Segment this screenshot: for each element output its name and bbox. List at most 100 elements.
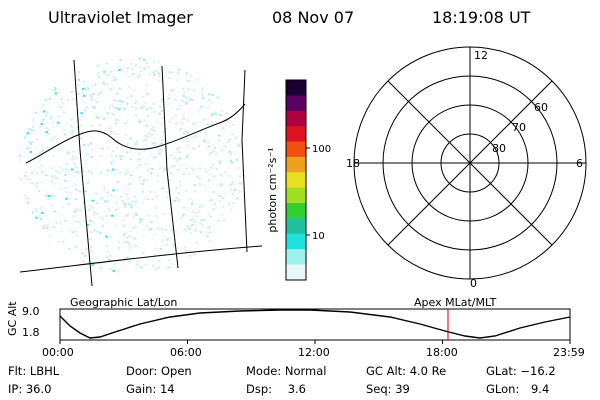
emission-pixel — [145, 108, 149, 111]
emission-pixel — [151, 168, 154, 170]
colorbar-segment — [286, 172, 306, 189]
emission-pixel — [229, 188, 232, 191]
emission-pixel — [193, 190, 197, 193]
emission-pixel — [62, 111, 66, 114]
emission-pixel — [105, 62, 109, 65]
emission-pixel — [160, 109, 163, 112]
emission-pixel — [210, 121, 214, 124]
emission-pixel — [93, 98, 97, 101]
emission-pixel — [145, 124, 148, 127]
emission-pixel — [138, 176, 142, 178]
emission-pixel — [83, 109, 87, 112]
emission-pixel — [37, 166, 41, 169]
emission-pixel — [60, 98, 63, 101]
emission-pixel — [144, 162, 147, 165]
emission-pixel — [138, 119, 142, 122]
emission-pixel — [93, 211, 96, 213]
emission-pixel — [123, 241, 126, 244]
status-seq: Seq: 39 — [366, 382, 410, 396]
emission-pixel — [126, 151, 129, 154]
emission-pixel — [55, 177, 58, 180]
emission-pixel — [93, 83, 97, 86]
emission-pixel — [117, 241, 121, 244]
emission-pixel — [39, 152, 43, 155]
emission-pixel — [123, 205, 126, 208]
emission-pixel — [215, 112, 218, 115]
altitude-time-ticks — [59, 340, 571, 344]
emission-pixel — [72, 150, 75, 153]
emission-pixel — [124, 70, 127, 73]
emission-pixel — [122, 224, 125, 227]
status-mode: Mode: Normal — [246, 364, 327, 378]
emission-pixel — [185, 101, 188, 104]
emission-pixel — [208, 154, 211, 157]
emission-pixel — [183, 91, 186, 94]
emission-pixel — [154, 268, 157, 271]
emission-pixel — [153, 233, 156, 236]
emission-pixel — [126, 143, 129, 146]
emission-pixel — [32, 125, 35, 128]
emission-pixel — [80, 124, 83, 127]
emission-pixel — [119, 158, 123, 161]
emission-pixel — [106, 112, 109, 115]
emission-pixel — [130, 206, 133, 209]
emission-pixel — [125, 193, 129, 196]
emission-pixel — [142, 105, 145, 108]
emission-pixel — [156, 150, 160, 152]
emission-pixel — [65, 197, 68, 200]
emission-pixel — [107, 207, 110, 210]
emission-pixel — [71, 158, 74, 161]
emission-pixel — [111, 168, 115, 171]
emission-pixel — [35, 182, 39, 185]
emission-pixel — [158, 112, 161, 115]
emission-pixel — [144, 198, 147, 200]
emission-pixel — [163, 168, 166, 171]
emission-pixel — [91, 149, 94, 151]
emission-pixel — [130, 68, 134, 71]
emission-pixel — [54, 169, 58, 172]
emission-pixel — [215, 167, 219, 170]
emission-pixel — [222, 218, 226, 221]
emission-pixel — [90, 231, 93, 234]
emission-pixel — [217, 134, 221, 137]
emission-pixel — [167, 93, 170, 96]
emission-pixel — [187, 88, 190, 91]
emission-pixel — [218, 162, 222, 165]
emission-pixel — [70, 132, 74, 135]
emission-pixel — [40, 123, 43, 126]
emission-pixel — [35, 216, 38, 219]
emission-pixel — [52, 226, 56, 229]
emission-pixel — [66, 202, 70, 205]
emission-pixel — [138, 221, 142, 224]
emission-pixel — [182, 94, 185, 97]
emission-pixel — [56, 121, 60, 124]
colorbar-segment — [286, 110, 306, 127]
emission-pixel — [72, 215, 76, 218]
emission-pixel — [84, 189, 87, 192]
emission-pixel — [184, 249, 188, 252]
emission-pixel — [96, 212, 99, 215]
emission-pixel — [110, 160, 114, 163]
emission-pixel — [29, 178, 32, 181]
emission-pixel — [185, 74, 189, 77]
emission-pixel — [80, 190, 84, 193]
emission-pixel — [96, 202, 99, 205]
emission-pixel — [117, 271, 120, 274]
emission-pixel — [189, 219, 193, 222]
emission-pixel — [127, 75, 131, 78]
emission-pixel — [74, 245, 77, 248]
emission-pixel — [51, 125, 55, 128]
emission-pixel — [207, 98, 211, 101]
emission-pixel — [236, 197, 239, 200]
emission-pixel — [125, 120, 129, 123]
emission-pixel — [116, 146, 119, 149]
emission-pixel — [139, 218, 143, 220]
colorbar-frame — [285, 79, 307, 281]
emission-pixel — [99, 232, 102, 235]
emission-pixel — [117, 248, 121, 251]
emission-pixel — [228, 203, 231, 206]
emission-pixel — [181, 87, 185, 90]
emission-pixel — [35, 208, 38, 211]
emission-pixel — [207, 179, 211, 182]
emission-pixel — [172, 88, 176, 91]
